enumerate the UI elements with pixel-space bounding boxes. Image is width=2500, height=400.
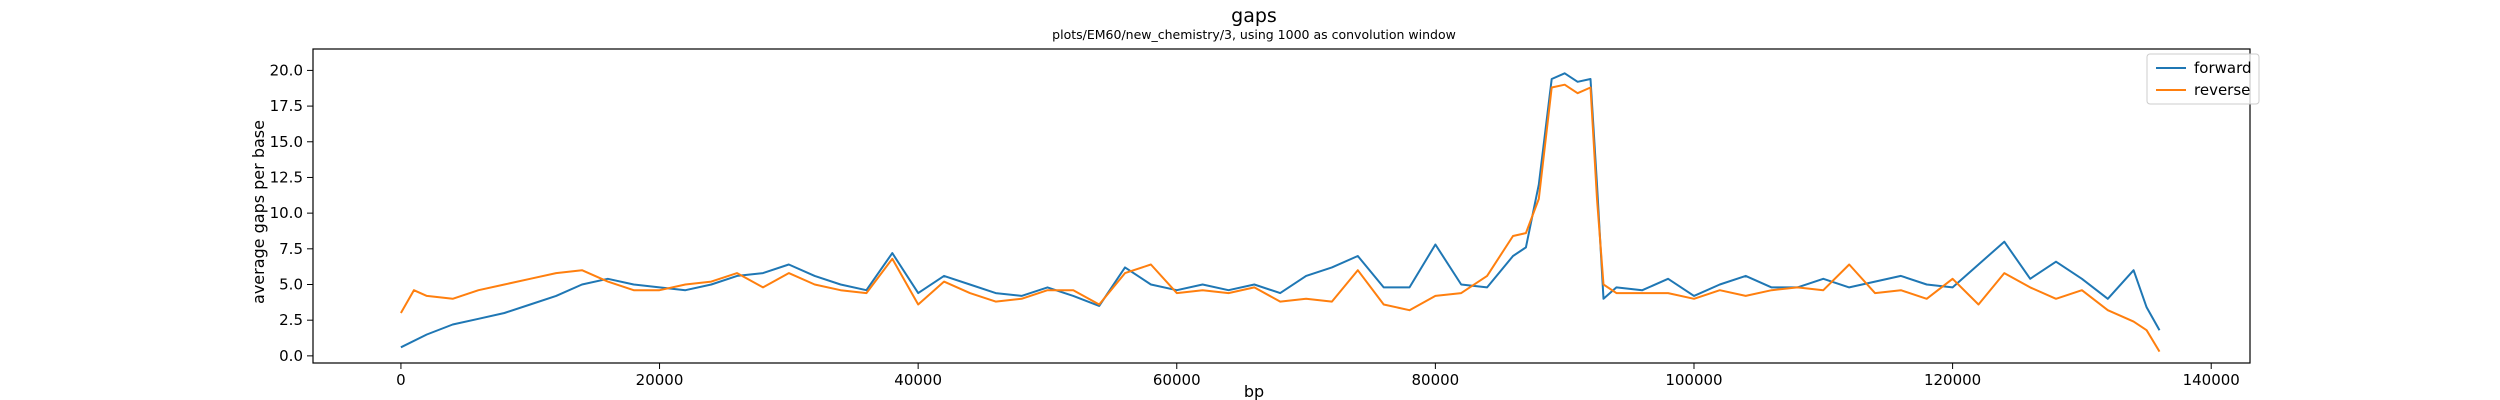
y-tick-label: 2.5 [279, 311, 303, 329]
chart-subtitle: plots/EM60/new_chemistry/3, using 1000 a… [1052, 27, 1456, 42]
x-axis-ticks: 0 20000 40000 60000 80000 100000 120000 140000 [396, 363, 2240, 389]
y-tick-label: 15.0 [270, 133, 303, 151]
y-tick-label: 7.5 [279, 240, 303, 258]
x-tick-label: 140000 [2183, 371, 2240, 389]
series-line-forward [400, 72, 2161, 349]
y-tick-label: 10.0 [270, 204, 303, 222]
x-axis-label: bp [1244, 382, 1264, 400]
y-tick-label: 12.5 [270, 168, 303, 186]
legend-frame [2146, 53, 2260, 105]
plot-area [312, 48, 2251, 364]
y-axis-ticks: 0.0 2.5 5.0 7.5 10.0 12.5 15.0 17.5 20.0 [270, 61, 313, 365]
x-tick-label: 120000 [1924, 371, 1981, 389]
y-axis-label: average gaps per base [249, 120, 268, 304]
y-tick-label: 17.5 [270, 97, 303, 115]
chart-title: gaps [1231, 5, 1277, 27]
legend-label-forward: forward [2194, 59, 2252, 77]
legend-label-reverse: reverse [2194, 81, 2250, 99]
legend: forward reverse [2146, 53, 2260, 105]
x-tick-label: 20000 [636, 371, 684, 389]
x-tick-label: 40000 [894, 371, 942, 389]
series-line-reverse [400, 83, 2161, 353]
y-tick-label: 20.0 [270, 61, 303, 79]
y-tick-label: 5.0 [279, 276, 303, 294]
x-tick-label: 100000 [1665, 371, 1722, 389]
x-tick-label: 80000 [1412, 371, 1460, 389]
x-tick-label: 0 [396, 371, 406, 389]
series-layer [400, 72, 2161, 353]
y-tick-label: 0.0 [279, 347, 303, 365]
x-tick-label: 60000 [1153, 371, 1201, 389]
